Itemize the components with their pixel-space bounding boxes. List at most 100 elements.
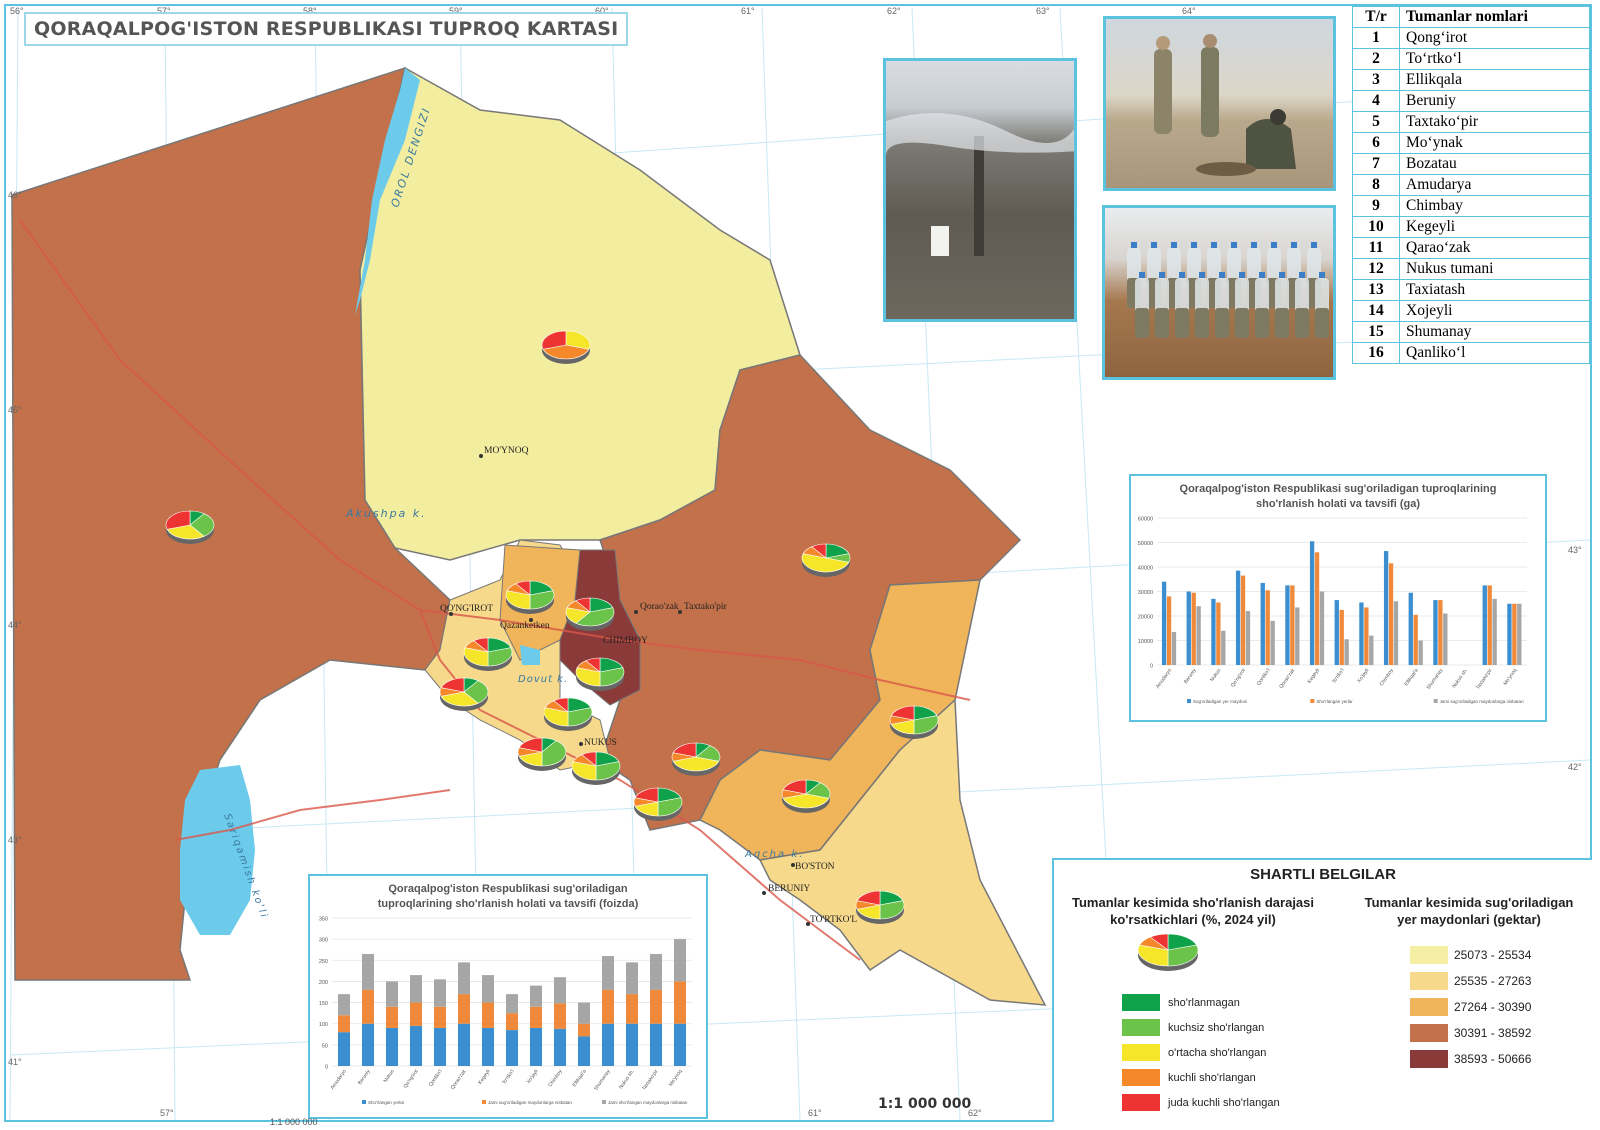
district-num: 13 [1352, 279, 1400, 301]
chart-legend-label: Sho'rlangan yerlar [1316, 699, 1353, 704]
chart-bar [1443, 613, 1448, 665]
chart-bar [1270, 620, 1275, 665]
chart-bar [506, 1013, 518, 1031]
chart-bar [338, 1015, 350, 1033]
districts-table: T/r Tumanlar nomlari 1 Qong‘irot 2 To‘rtko‘… [1352, 6, 1590, 364]
graticule-labels: 56° 57° 58° 59° 60° 61° 62° 63° 64° 57° 61° 62° 43° 4… [8, 6, 1582, 1118]
district-name: Qanliko‘l [1399, 342, 1590, 364]
chart-bar [1309, 541, 1315, 665]
chart-bar [602, 956, 614, 990]
chart-bar [1265, 590, 1270, 665]
legend-salinity-item: sho'rlanmagan [1122, 990, 1332, 1015]
chart-bar [1221, 630, 1226, 665]
legend-right-heading-line2: yer maydonlari (gektar) [1397, 912, 1541, 927]
legend-area-label: 25535 - 27263 [1454, 974, 1532, 988]
salinity-pie [439, 677, 489, 711]
dovut-lake [520, 645, 540, 665]
chart-xtick: Chimboy [1379, 667, 1396, 687]
chart-bar [530, 1027, 542, 1066]
chart-xtick: To'rtko'l [501, 1069, 515, 1086]
chart-bar [1359, 602, 1364, 665]
legend-salinity-label: kuchli sho'rlangan [1168, 1071, 1256, 1084]
label-beruniy: BERUNIY [768, 884, 810, 894]
salinity-pie [517, 737, 567, 771]
chart-ytick: 0 [325, 1065, 328, 1071]
legend-left-heading-line1: Tumanlar kesimida sho'rlanish darajasi [1072, 895, 1314, 910]
district-name: Amudarya [1399, 174, 1590, 196]
chart-bar [602, 989, 614, 1024]
chart-bar [1216, 602, 1221, 665]
district-num: 11 [1352, 237, 1400, 259]
chart-bar [1191, 592, 1196, 665]
chart-bar [1393, 601, 1399, 665]
district-name: Taxtako‘pir [1399, 111, 1590, 133]
salinity-pie [781, 779, 831, 813]
chart-bar [578, 1036, 590, 1066]
chart-bar [1507, 603, 1512, 665]
district-row: 6 Mo‘ynak [1352, 132, 1590, 154]
district-row: 16 Qanliko‘l [1352, 342, 1590, 364]
label-qazanketken: Qazanketken [500, 621, 550, 631]
chart-bar [554, 1028, 566, 1066]
legend-swatch [1410, 998, 1448, 1016]
chart-legend-swatch [482, 1100, 486, 1104]
chart-bar [434, 1006, 446, 1028]
sample-bottle [1175, 272, 1189, 338]
chart-ytick: 250 [319, 959, 328, 965]
chart-xtick: To'rtko'l [1331, 668, 1345, 685]
district-row: 9 Chimbay [1352, 195, 1590, 217]
chart-xtick: Shumanay [593, 1068, 612, 1091]
chart-bar [674, 981, 686, 1024]
chart-xtick: Chimboy [547, 1068, 564, 1088]
salinity-pie [165, 510, 215, 544]
graticule-label-bottom: 61° [808, 1108, 822, 1118]
chart-xtick: Nukus sh. [1451, 668, 1469, 690]
chart-bar [1196, 606, 1201, 665]
sample-bottle [1235, 272, 1249, 338]
legend-swatch [1410, 1024, 1448, 1042]
legend-right-heading-line1: Tumanlar kesimida sug'oriladigan [1364, 895, 1574, 910]
chart-bar [1512, 603, 1517, 665]
chart-bar [362, 989, 374, 1024]
graticule-label-left: 45° [8, 405, 22, 415]
chart-xtick: Kegeyli [1307, 668, 1321, 685]
district-row: 13 Taxiatash [1352, 279, 1590, 301]
chart-bar [554, 977, 566, 1004]
legend-swatch [1410, 946, 1448, 964]
chart-ytick: 20000 [1138, 615, 1153, 621]
sheet-frame [4, 4, 1592, 1122]
chart-bar [506, 994, 518, 1014]
label-qongirot: QO'NG'IROT [440, 604, 493, 614]
district-num: 4 [1352, 90, 1400, 112]
chart-bar [1388, 563, 1394, 665]
chart-xtick: Qo'ng'irot [403, 1068, 420, 1089]
legend-salinity-label: o'rtacha sho'rlangan [1168, 1046, 1267, 1059]
chart-bar [1319, 591, 1325, 665]
district-num: 2 [1352, 48, 1400, 70]
graticule-label-top: 56° [10, 6, 24, 16]
chart-ytick: 50000 [1138, 541, 1153, 547]
graticule-label-left: 46° [8, 190, 22, 200]
salinity-pie [463, 637, 513, 671]
label-qaraozak: Qorao'zak [640, 602, 679, 612]
graticule-label-top: 57° [157, 6, 171, 16]
sample-bottle [1295, 272, 1309, 338]
chart-xtick: Xo'jayli [1356, 668, 1370, 684]
chart-bar [530, 1006, 542, 1028]
district-name: To‘rtko‘l [1399, 48, 1590, 70]
salinity-pies [165, 330, 939, 924]
field-work-illustration [1154, 34, 1296, 176]
chart-bar [650, 1023, 662, 1066]
district-num: 12 [1352, 258, 1400, 280]
chart-bar [458, 994, 470, 1024]
salinity-pie [889, 705, 939, 739]
chart-bar [674, 939, 686, 982]
chart-bar [626, 994, 638, 1024]
chart-bar [482, 1002, 494, 1028]
chart-bar [1492, 598, 1497, 665]
districts-table-header: T/r Tumanlar nomlari [1352, 6, 1590, 28]
chart-xtick: Taxtako'pir [641, 1068, 660, 1091]
district-num: 8 [1352, 174, 1400, 196]
graticule-label-top: 59° [449, 6, 463, 16]
chart-bar [1408, 592, 1413, 665]
